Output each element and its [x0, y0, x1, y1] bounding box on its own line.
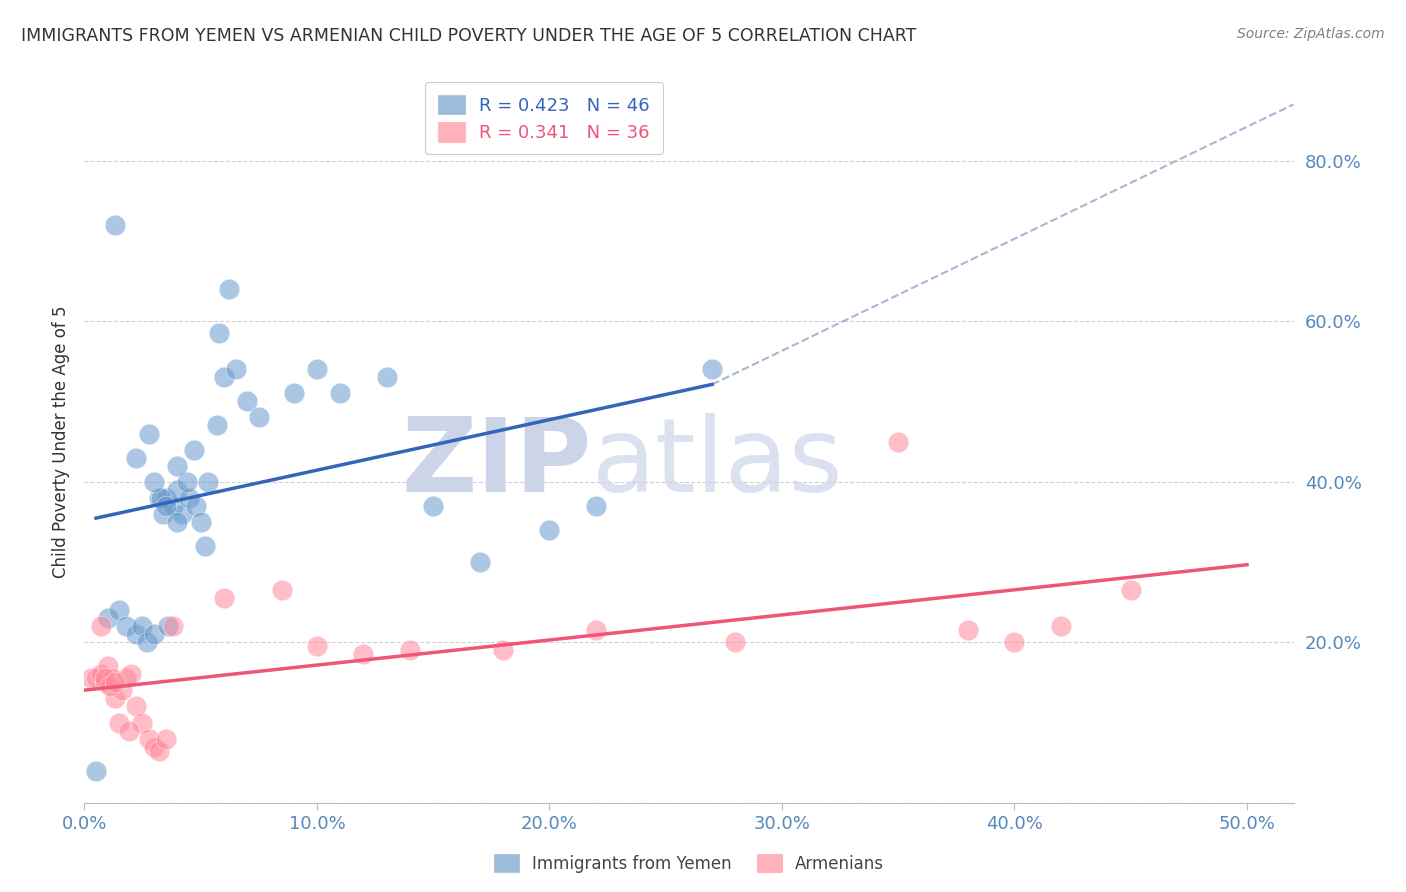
Point [212, 591, 235, 605]
Point [98, 680, 121, 694]
Point [136, 635, 159, 649]
Point [194, 539, 217, 553]
Point [492, 643, 515, 657]
Point [104, 691, 127, 706]
Point [184, 499, 207, 513]
Point [177, 491, 200, 505]
Point [305, 362, 328, 376]
Point [90, 667, 112, 681]
Point [1050, 619, 1073, 633]
Point [352, 648, 374, 662]
Point [148, 744, 170, 758]
Point [97, 659, 120, 673]
Point [183, 442, 205, 457]
Point [166, 458, 188, 473]
Text: ZIP: ZIP [402, 413, 592, 514]
Point [117, 723, 139, 738]
Point [104, 675, 127, 690]
Point [271, 583, 294, 598]
Point [585, 623, 607, 637]
Point [84, 671, 107, 685]
Point [131, 715, 153, 730]
Point [84, 764, 107, 778]
Point [212, 370, 235, 384]
Point [124, 450, 146, 465]
Y-axis label: Child Poverty Under the Age of 5: Child Poverty Under the Age of 5 [52, 305, 70, 578]
Point [329, 386, 352, 401]
Point [422, 499, 444, 513]
Point [90, 619, 112, 633]
Point [585, 499, 607, 513]
Point [702, 362, 724, 376]
Legend: Immigrants from Yemen, Armenians: Immigrants from Yemen, Armenians [485, 846, 893, 881]
Point [108, 715, 131, 730]
Point [166, 515, 188, 529]
Point [170, 507, 193, 521]
Point [236, 394, 259, 409]
Point [956, 623, 979, 637]
Point [138, 426, 160, 441]
Text: Source: ZipAtlas.com: Source: ZipAtlas.com [1237, 27, 1385, 41]
Point [108, 603, 131, 617]
Point [115, 671, 138, 685]
Point [1004, 635, 1026, 649]
Text: IMMIGRANTS FROM YEMEN VS ARMENIAN CHILD POVERTY UNDER THE AGE OF 5 CORRELATION C: IMMIGRANTS FROM YEMEN VS ARMENIAN CHILD … [21, 27, 917, 45]
Point [148, 491, 170, 505]
Point [724, 635, 747, 649]
Point [80, 671, 103, 685]
Point [399, 643, 422, 657]
Point [218, 282, 240, 296]
Point [225, 362, 247, 376]
Point [468, 555, 491, 569]
Point [124, 699, 146, 714]
Point [162, 619, 184, 633]
Point [157, 619, 180, 633]
Point [138, 731, 160, 746]
Point [205, 418, 228, 433]
Point [208, 326, 231, 340]
Point [143, 475, 166, 489]
Point [143, 739, 166, 754]
Point [110, 683, 132, 698]
Point [375, 370, 398, 384]
Text: atlas: atlas [592, 413, 844, 514]
Point [152, 507, 174, 521]
Point [190, 515, 212, 529]
Point [124, 627, 146, 641]
Point [155, 499, 177, 513]
Point [97, 611, 120, 625]
Point [1119, 583, 1142, 598]
Point [155, 491, 177, 505]
Point [131, 619, 153, 633]
Point [143, 627, 166, 641]
Point [305, 639, 328, 653]
Point [101, 671, 124, 685]
Point [283, 386, 305, 401]
Point [104, 218, 127, 232]
Point [247, 410, 270, 425]
Point [176, 475, 198, 489]
Point [120, 667, 142, 681]
Point [115, 619, 138, 633]
Point [155, 731, 177, 746]
Point [94, 671, 117, 685]
Point [150, 491, 173, 505]
Point [197, 475, 219, 489]
Point [887, 434, 910, 449]
Point [538, 523, 561, 537]
Point [166, 483, 188, 497]
Point [94, 675, 117, 690]
Point [162, 499, 184, 513]
